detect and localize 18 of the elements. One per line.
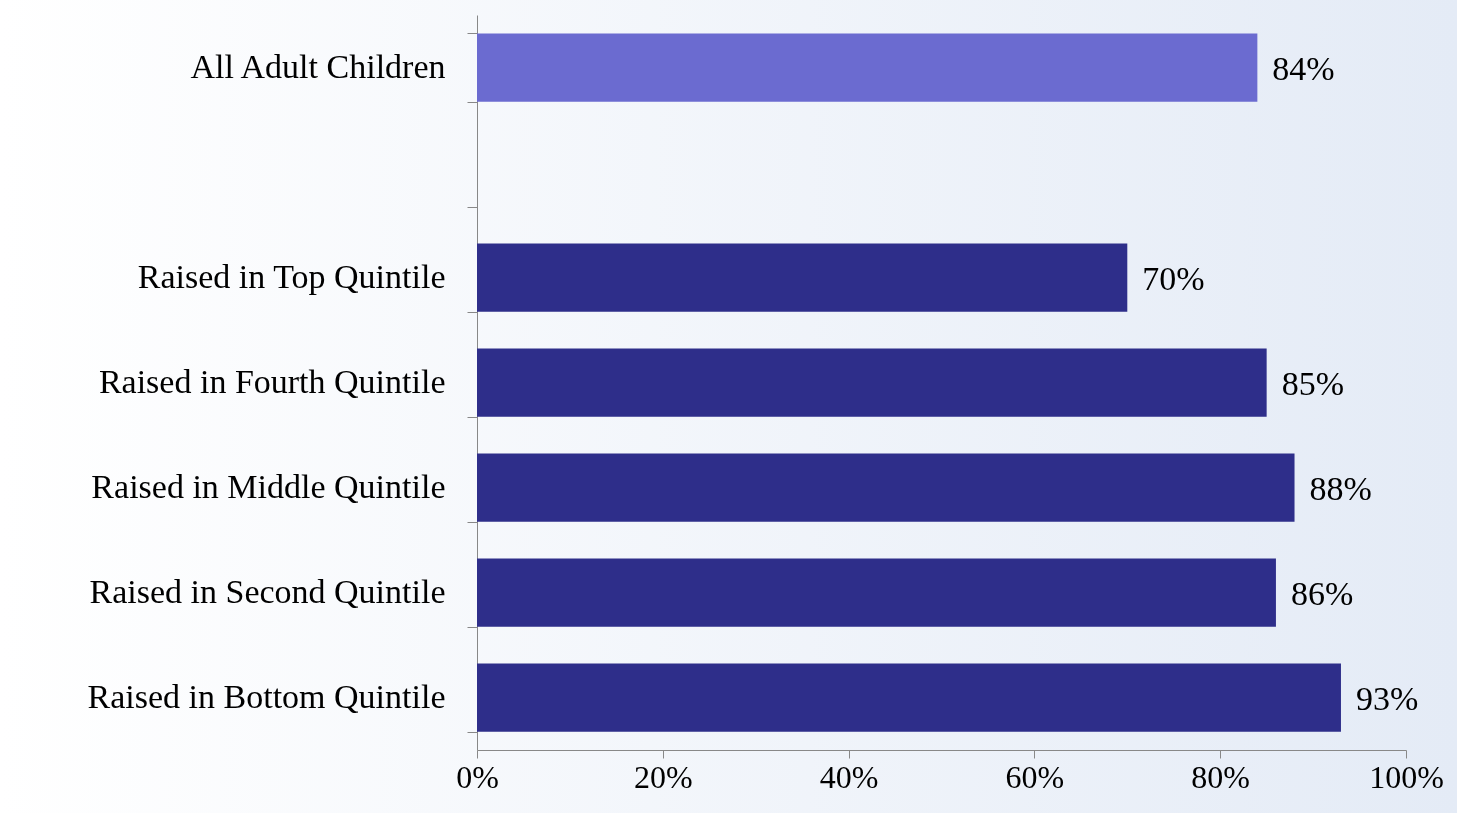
x-tick-label: 100%: [1369, 758, 1444, 795]
x-tick-label: 0%: [456, 758, 499, 795]
data-label: 70%: [1142, 259, 1205, 297]
y-tick-label: Raised in Top Quintile: [137, 258, 446, 295]
data-label: 93%: [1355, 679, 1419, 717]
y-tick-label: Raised in Bottom Quintile: [87, 678, 446, 715]
x-tick-label: 20%: [633, 758, 693, 795]
data-label: 84%: [1272, 49, 1335, 87]
x-tick-label: 60%: [1005, 758, 1065, 795]
y-tick-label: Raised in Fourth Quintile: [98, 363, 446, 400]
y-tick-label: All Adult Children: [190, 48, 446, 85]
data-label: 85%: [1281, 364, 1344, 402]
data-label: 88%: [1309, 469, 1372, 507]
x-tick-label: 80%: [1191, 758, 1251, 795]
y-tick-label: Raised in Middle Quintile: [91, 468, 446, 505]
data-label: 86%: [1290, 574, 1354, 612]
y-tick-label: Raised in Second Quintile: [89, 573, 446, 610]
x-tick-label: 40%: [819, 758, 879, 795]
